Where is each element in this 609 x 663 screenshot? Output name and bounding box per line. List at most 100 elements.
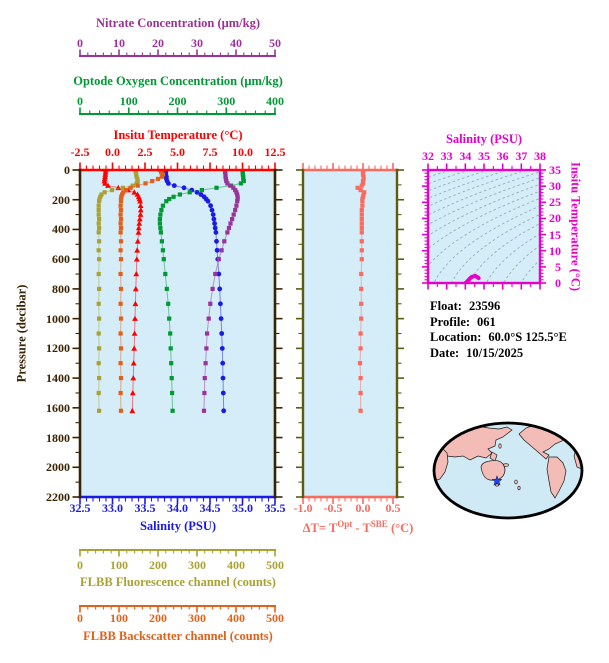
tick-label: 300 [188, 558, 206, 572]
float-info-value: 60.0°S 125.5°E [488, 330, 567, 345]
tick-label: 2200 [46, 490, 70, 504]
tick-label: 100 [110, 611, 128, 625]
float-info-label: Date: [430, 345, 460, 360]
delta-t-axis-title: ΔT= TOpt - TSBE (°C) [287, 519, 429, 536]
tick-label: 33.5 [134, 501, 156, 515]
float-info-label: Float: [430, 299, 462, 313]
tick-label: 200 [149, 611, 167, 625]
map-landmass [564, 424, 575, 434]
tick-label: 32.5 [69, 501, 91, 515]
salinity-axis-title: Salinity (PSU) [139, 519, 217, 533]
tick-label: 35 [478, 149, 490, 163]
fluorescence-axis-title: FLBB Fluorescence channel (counts) [80, 575, 276, 589]
tick-label: 1000 [46, 311, 70, 326]
float-info-line: Profile: 061 [430, 315, 567, 331]
ts-salinity-axis-title: Salinity (PSU) [445, 132, 523, 146]
delta-t-title-suffix: (°C) [387, 521, 414, 536]
tick-label: 34 [459, 149, 472, 163]
tick-label: 0 [77, 611, 83, 625]
profile-series-layer [96, 170, 246, 414]
float-info-value: 23596 [468, 299, 501, 313]
tick-label: 0.0 [105, 145, 120, 159]
float-location-star-marker [491, 475, 503, 486]
isopycnal-contours [428, 170, 540, 283]
tick-label: 400 [52, 222, 70, 237]
tick-label: 200 [52, 192, 70, 207]
tick-label: 10 [549, 243, 561, 258]
tick-label: -0.5 [323, 501, 343, 515]
main-plot-area [80, 170, 275, 497]
tick-label: 25 [549, 195, 561, 210]
ts-curve [460, 274, 481, 283]
backscatter-axis-title: FLBB Backscatter channel (counts) [83, 629, 273, 643]
tick-label: 0.5 [385, 501, 401, 515]
world-map [432, 421, 584, 520]
tick-label: 10.0 [232, 145, 253, 159]
nitrate-axis-title: Nitrate Concentration (μm/kg) [96, 16, 260, 30]
tick-label: 33.0 [102, 501, 123, 515]
tick-label: 400 [227, 611, 245, 625]
map-outline [432, 421, 584, 520]
tick-label: 35.5 [264, 501, 286, 515]
float-info-line: Date: 10/15/2025 [430, 346, 567, 362]
tick-label: 200 [168, 94, 187, 108]
delta-t-title-sup-opt: Opt [337, 519, 353, 529]
tick-label: 34.5 [199, 501, 221, 515]
delta-t-series [355, 170, 367, 413]
temperature-axis-title: Insitu Temperature (°C) [113, 128, 243, 142]
tick-label: 100 [119, 94, 138, 108]
delta-t-title-prefix: ΔT= T [302, 521, 338, 536]
tick-label: 33 [440, 149, 453, 163]
tick-label: 1200 [46, 341, 70, 356]
oxygen-series [157, 170, 246, 413]
tick-label: 10 [113, 36, 125, 50]
tick-label: 0 [555, 276, 561, 290]
tick-label: 35.0 [232, 501, 253, 515]
map-landmass [480, 460, 506, 481]
tick-label: 37 [515, 149, 528, 163]
float-info-label: Location: [430, 330, 482, 345]
tick-label: 0 [77, 94, 83, 108]
map-landmass [546, 456, 567, 499]
fluorescence-series [96, 170, 140, 413]
tick-label: 500 [266, 611, 284, 625]
tick-label: 5 [555, 259, 561, 274]
tick-label: 400 [227, 558, 245, 572]
axes-layer [72, 49, 546, 613]
tick-label: 38 [534, 149, 546, 163]
float-info-value: 10/15/2025 [466, 345, 524, 360]
ts-plot-area [428, 170, 540, 283]
float-info-line: Float: 23596 [430, 299, 567, 315]
tick-label: 32 [422, 149, 434, 163]
tick-label: 35 [549, 163, 561, 177]
tick-label: 0 [77, 558, 83, 572]
tick-label: 36 [496, 149, 509, 163]
tick-label: 400 [266, 94, 284, 108]
backscatter-series [118, 170, 166, 413]
tick-label: 20 [152, 36, 164, 50]
tick-label: 2000 [46, 460, 70, 475]
tick-label: 0.0 [355, 501, 371, 515]
float-info-label: Profile: [430, 314, 471, 329]
tick-label: 0 [64, 163, 70, 177]
tick-label: 30 [549, 179, 561, 194]
tick-label: 1400 [46, 371, 70, 386]
delta-t-title-sup-sbe: SBE [370, 519, 388, 529]
tick-label: 5.0 [170, 145, 185, 159]
tick-label: -2.5 [70, 145, 90, 159]
tick-label: 2.5 [137, 145, 153, 159]
tick-label: 300 [188, 611, 206, 625]
delta-t-plot-area [303, 170, 397, 497]
float-info: Float: 23596 Profile: 061 Location: 60.0°S 12… [430, 299, 567, 361]
tick-label: 30 [191, 36, 203, 50]
tick-label: -1.0 [293, 501, 313, 515]
tick-label: 12.5 [264, 145, 286, 159]
tick-label: 7.5 [202, 145, 218, 159]
tick-label: 1800 [46, 430, 70, 445]
float-info-value: 061 [477, 314, 496, 329]
tick-label: 100 [110, 558, 128, 572]
delta-t-title-mid: - T [352, 521, 371, 536]
float-info-line: Location: 60.0°S 125.5°E [430, 330, 567, 346]
